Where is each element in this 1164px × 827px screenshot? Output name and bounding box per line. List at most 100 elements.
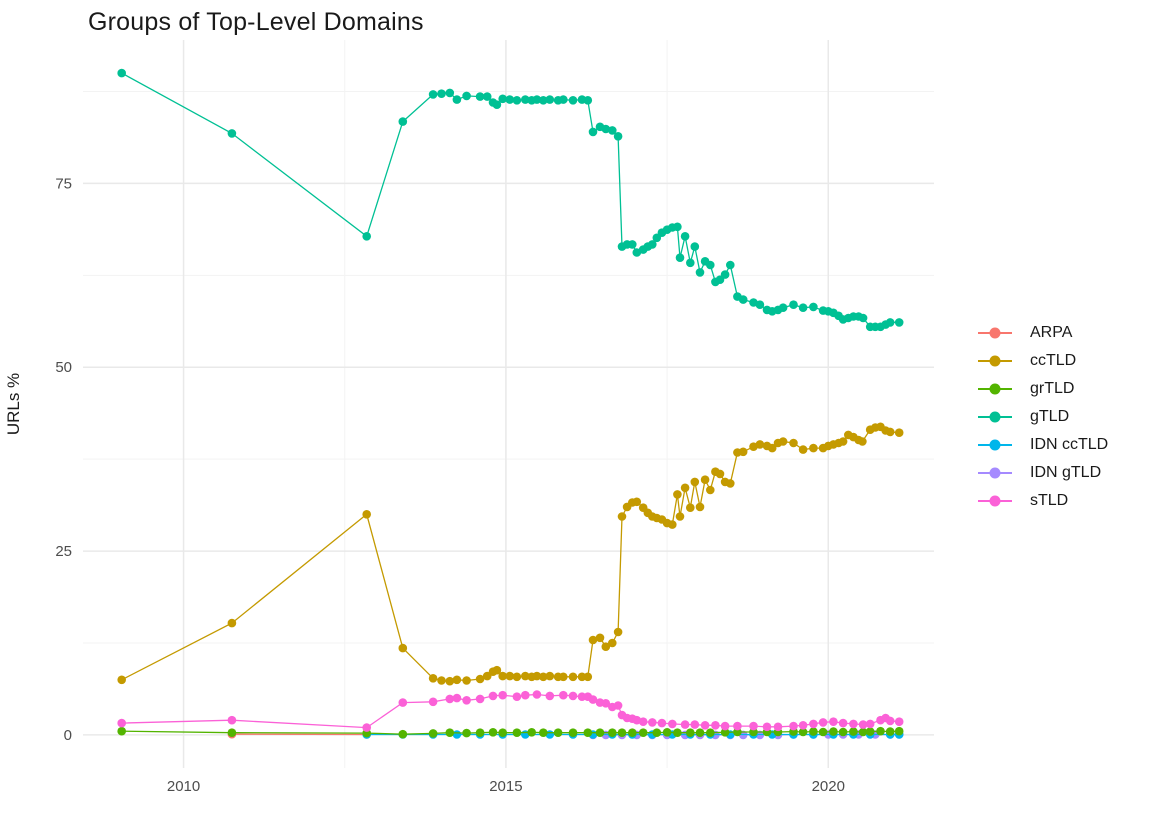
data-point — [738, 295, 748, 304]
data-point — [613, 627, 623, 637]
data-point — [362, 232, 372, 241]
data-point — [588, 127, 598, 137]
chart-legend: ARPA ccTLD grTLD gTLD IDN ccTLD IDN gTLD sTLD — [978, 319, 1108, 515]
data-point — [778, 303, 788, 313]
data-point — [858, 313, 868, 323]
x-axis-tick-label: 2010 — [167, 778, 200, 795]
data-point — [695, 502, 705, 512]
data-point — [532, 690, 542, 699]
data-point — [568, 96, 578, 105]
data-point — [482, 92, 492, 101]
data-point — [749, 721, 758, 731]
data-point — [662, 728, 672, 737]
data-point — [505, 95, 515, 104]
data-point — [588, 635, 598, 645]
data-point — [445, 694, 455, 704]
legend-key-icon — [978, 439, 1012, 451]
data-point — [818, 727, 828, 737]
data-point — [695, 268, 705, 277]
x-axis-tick-label: 2015 — [489, 778, 522, 795]
data-point — [675, 253, 685, 262]
data-point — [521, 690, 530, 700]
data-point — [527, 728, 536, 737]
data-point — [849, 727, 858, 736]
data-point — [686, 503, 695, 512]
data-point — [894, 717, 904, 726]
data-point — [706, 485, 715, 495]
data-point — [462, 676, 471, 685]
data-point — [711, 721, 720, 730]
legend-key-icon — [978, 327, 1012, 339]
data-point — [532, 671, 542, 681]
data-point — [726, 479, 735, 488]
data-point — [512, 728, 522, 737]
data-point — [475, 92, 485, 101]
data-point — [117, 726, 126, 736]
data-point — [657, 718, 667, 728]
data-point — [638, 728, 648, 737]
data-point — [117, 68, 126, 78]
data-point — [428, 729, 438, 738]
data-point — [227, 715, 237, 725]
series-line — [121, 693, 900, 729]
data-point — [568, 672, 578, 682]
data-point — [608, 126, 617, 135]
data-point — [398, 698, 408, 707]
data-point — [885, 427, 895, 437]
data-point — [362, 723, 372, 732]
data-point — [583, 728, 593, 737]
data-point — [117, 718, 126, 728]
data-point — [885, 318, 895, 327]
data-point — [398, 729, 408, 739]
legend-item-stld: sTLD — [978, 487, 1108, 515]
data-point — [227, 618, 237, 628]
data-point — [498, 690, 508, 700]
data-point — [539, 672, 548, 682]
data-point — [601, 642, 611, 651]
data-point — [726, 260, 735, 270]
data-point — [227, 728, 237, 737]
data-point — [583, 96, 593, 105]
data-point — [601, 124, 611, 134]
data-point — [778, 437, 788, 446]
y-axis-tick-label: 50 — [55, 359, 72, 376]
data-point — [512, 692, 522, 701]
data-point — [608, 728, 617, 737]
data-point — [559, 95, 568, 104]
data-point — [632, 497, 642, 507]
legend-item-cctld: ccTLD — [978, 347, 1108, 375]
data-point — [617, 728, 627, 737]
legend-item-arpa: ARPA — [978, 319, 1108, 347]
data-point — [858, 437, 867, 446]
legend-label: grTLD — [1030, 380, 1075, 397]
data-point — [798, 727, 808, 737]
data-point — [673, 728, 682, 737]
legend-item-grtld: grTLD — [978, 375, 1108, 403]
data-point — [462, 728, 471, 738]
data-point — [445, 88, 455, 98]
data-point — [498, 94, 508, 104]
data-point — [838, 437, 848, 446]
data-point — [706, 260, 715, 270]
data-point — [452, 95, 462, 104]
data-point — [505, 671, 515, 681]
data-point — [638, 717, 648, 726]
data-point — [755, 300, 765, 310]
data-point — [733, 721, 742, 731]
data-point — [428, 697, 438, 707]
y-axis-tick-label: 75 — [55, 175, 72, 192]
data-point — [648, 718, 657, 727]
data-point — [695, 728, 705, 737]
data-point — [595, 728, 605, 737]
data-point — [521, 671, 530, 681]
legend-key-icon — [978, 383, 1012, 395]
legend-key-icon — [978, 467, 1012, 479]
data-point — [668, 520, 677, 529]
data-point — [733, 727, 742, 737]
data-point — [608, 638, 617, 648]
data-point — [858, 727, 868, 737]
data-point — [628, 240, 637, 249]
data-point — [445, 676, 455, 686]
data-point — [428, 674, 438, 683]
data-point — [894, 428, 904, 438]
